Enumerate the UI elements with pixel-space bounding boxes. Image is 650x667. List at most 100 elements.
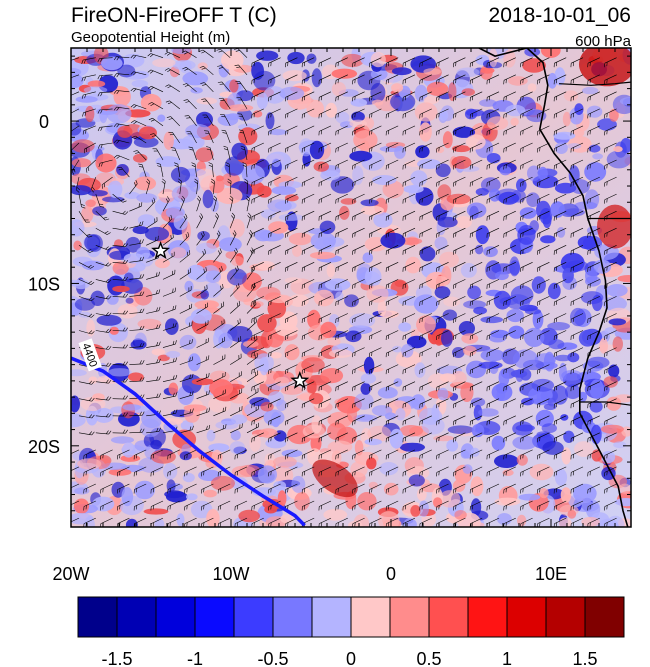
wind-barb (162, 409, 178, 417)
wind-barb (217, 483, 231, 494)
wind-barb (218, 97, 231, 110)
wind-barb (318, 159, 332, 170)
wind-barb (520, 449, 533, 460)
wind-barb (251, 347, 264, 358)
wind-barb (469, 125, 483, 136)
wind-barb (402, 313, 416, 324)
wind-barb (97, 74, 113, 80)
temperature-patch (398, 322, 412, 332)
wind-barb (184, 115, 197, 127)
wind-barb (537, 347, 550, 358)
wind-barb (201, 483, 214, 494)
temperature-patch (252, 110, 263, 118)
wind-barb (352, 159, 365, 170)
wind-barb (369, 483, 382, 494)
wind-barb (146, 306, 161, 314)
temperature-patch (418, 500, 429, 517)
wind-barb (138, 163, 147, 178)
wind-barb (335, 159, 348, 170)
wind-barb (553, 500, 567, 511)
wind-barb (251, 415, 264, 426)
wind-barb (301, 176, 315, 187)
wind-barb (78, 262, 95, 269)
temperature-patch (502, 469, 514, 477)
wind-barb (453, 398, 466, 409)
temperature-patch (95, 153, 117, 173)
wind-barb (285, 159, 298, 170)
wind-barb (503, 262, 516, 272)
wind-barb (369, 313, 382, 324)
colorbar-swatch (233, 596, 274, 638)
wind-barb (369, 296, 382, 306)
country-border (558, 81, 631, 406)
wind-barb (229, 265, 239, 280)
wind-barb (229, 283, 240, 297)
wind-barb (402, 262, 416, 272)
wind-barb (537, 500, 550, 511)
temperature-patch (499, 165, 512, 176)
wind-barb (268, 91, 281, 102)
temperature-patch (354, 392, 374, 410)
temperature-patch (164, 490, 185, 499)
temperature-patch (565, 260, 589, 272)
wind-barb (318, 227, 332, 238)
temperature-patch (437, 387, 449, 401)
temperature-patch (71, 185, 92, 196)
wind-barb (150, 500, 164, 511)
temperature-patch (294, 492, 310, 511)
temperature-patch (366, 457, 377, 470)
temperature-patch (475, 244, 484, 255)
temperature-patch (71, 395, 80, 413)
temperature-patch (405, 256, 421, 274)
temperature-patch (113, 87, 131, 107)
wind-barb (146, 358, 161, 365)
temperature-patch (85, 199, 96, 208)
temperature-patch (280, 514, 294, 524)
wind-barb (71, 74, 80, 79)
temperature-patch (439, 490, 461, 508)
wind-barb (369, 142, 382, 153)
wind-barb (230, 406, 243, 417)
wind-barb (196, 337, 209, 348)
wind-barb (285, 57, 298, 68)
subtitle-right: 600 hPa (575, 33, 632, 50)
wind-barb (301, 210, 315, 221)
wind-barb (318, 432, 332, 443)
temperature-patch (231, 465, 256, 478)
wind-barb (553, 279, 567, 289)
temperature-patch (165, 318, 179, 335)
temperature-patch (394, 145, 406, 159)
temperature-patch (580, 291, 604, 305)
wind-barb (335, 193, 348, 204)
temperature-patch (131, 79, 149, 88)
wind-barb (146, 324, 161, 331)
wind-barb (436, 500, 449, 511)
wind-barb (486, 176, 500, 187)
wind-barb (369, 364, 382, 375)
wind-barb (246, 405, 259, 417)
wind-barb (318, 415, 332, 426)
wind-barb (570, 57, 584, 68)
wind-barb (469, 330, 483, 341)
wind-barb (227, 178, 232, 195)
wind-barb (162, 287, 176, 297)
wind-barb (246, 282, 256, 297)
wind-barb (335, 347, 348, 358)
wind-barb (238, 129, 248, 144)
wind-barb (553, 347, 567, 358)
wind-barb (199, 49, 214, 58)
wind-barb (129, 256, 145, 263)
wind-barb (604, 142, 617, 153)
temperature-patch (431, 404, 440, 423)
temperature-patch (537, 166, 548, 181)
wind-barb (78, 245, 94, 253)
temperature-patch (166, 350, 181, 359)
temperature-patch (277, 490, 287, 507)
wind-barb (419, 159, 432, 170)
wind-barb (147, 69, 164, 76)
wind-barb (318, 313, 332, 324)
temperature-patch (372, 175, 397, 185)
temperature-patch (516, 454, 528, 466)
wind-barb (385, 381, 399, 392)
temperature-patch (124, 191, 140, 199)
